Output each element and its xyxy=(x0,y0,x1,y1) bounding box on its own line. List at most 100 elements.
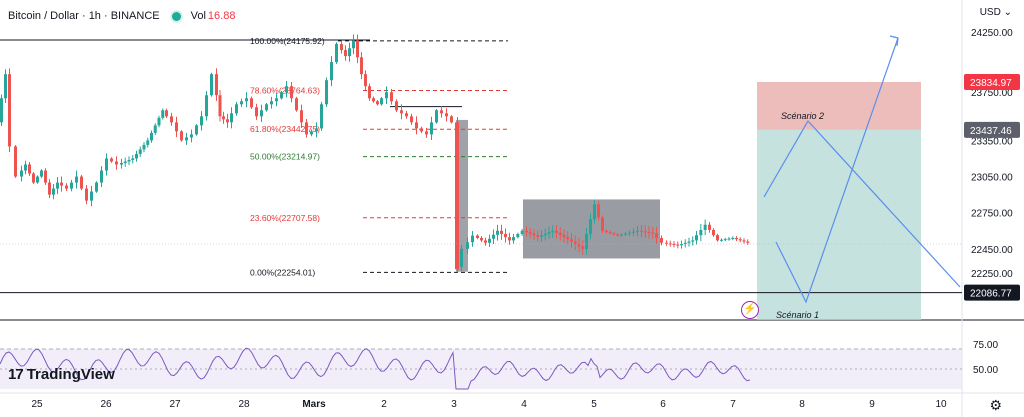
candle-body[interactable] xyxy=(735,237,738,240)
candle-body[interactable] xyxy=(651,232,655,234)
candle-body[interactable] xyxy=(508,237,511,241)
candle-body[interactable] xyxy=(672,244,676,245)
candle-body[interactable] xyxy=(153,125,157,133)
candle-body[interactable] xyxy=(597,204,600,218)
candle-body[interactable] xyxy=(123,161,127,163)
lightning-icon[interactable]: ⚡ xyxy=(741,301,759,319)
candle-body[interactable] xyxy=(500,230,503,234)
candle-body[interactable] xyxy=(115,161,118,165)
candle-body[interactable] xyxy=(36,176,39,183)
candle-body[interactable] xyxy=(445,113,448,117)
candle-body[interactable] xyxy=(150,132,153,141)
candle-body[interactable] xyxy=(492,234,495,239)
candle-body[interactable] xyxy=(405,113,408,117)
candle-body[interactable] xyxy=(0,98,3,123)
candle-body[interactable] xyxy=(138,149,142,154)
price-badge[interactable] xyxy=(964,73,1020,90)
candle-body[interactable] xyxy=(655,233,658,238)
candle-body[interactable] xyxy=(496,230,499,235)
candle-body[interactable] xyxy=(142,144,146,150)
candle-body[interactable] xyxy=(512,237,515,241)
gear-icon[interactable]: ⚙ xyxy=(989,397,1002,413)
symbol-legend[interactable]: Bitcoin / Dollar · 1h · BINANCE Vol 16.8… xyxy=(8,8,235,24)
scenario-2-path[interactable] xyxy=(763,119,961,288)
candle-body[interactable] xyxy=(536,235,540,237)
candle-body[interactable] xyxy=(161,110,165,118)
candle-body[interactable] xyxy=(605,230,608,232)
candle-body[interactable] xyxy=(558,232,562,235)
candle-body[interactable] xyxy=(48,182,51,195)
candle-body[interactable] xyxy=(660,237,663,243)
candle-body[interactable] xyxy=(24,164,27,171)
candle-body[interactable] xyxy=(532,233,536,236)
candle-body[interactable] xyxy=(222,116,225,120)
candle-body[interactable] xyxy=(255,107,258,117)
candle-body[interactable] xyxy=(738,239,742,241)
candle-body[interactable] xyxy=(727,238,731,240)
candle-body[interactable] xyxy=(440,110,443,114)
candle-body[interactable] xyxy=(265,104,268,111)
candle-body[interactable] xyxy=(372,98,375,102)
candle-body[interactable] xyxy=(230,113,233,123)
candle-body[interactable] xyxy=(335,44,338,63)
candle-body[interactable] xyxy=(435,110,438,123)
candle-body[interactable] xyxy=(190,134,193,138)
take-profit-zone[interactable] xyxy=(757,129,921,320)
candle-body[interactable] xyxy=(695,235,698,241)
candle-body[interactable] xyxy=(551,230,555,233)
candle-body[interactable] xyxy=(245,98,248,102)
candle-body[interactable] xyxy=(581,246,585,249)
candle-body[interactable] xyxy=(14,146,17,177)
candle-body[interactable] xyxy=(250,98,253,108)
candle-body[interactable] xyxy=(723,239,727,241)
candle-body[interactable] xyxy=(157,117,161,126)
candle-body[interactable] xyxy=(577,244,581,247)
candle-body[interactable] xyxy=(716,235,719,241)
candle-body[interactable] xyxy=(170,116,173,123)
candle-body[interactable] xyxy=(376,101,379,105)
candle-body[interactable] xyxy=(185,137,188,141)
candle-body[interactable] xyxy=(330,62,333,81)
candle-body[interactable] xyxy=(573,241,577,244)
price-badge[interactable] xyxy=(964,284,1020,301)
candle-body[interactable] xyxy=(450,116,453,123)
candle-body[interactable] xyxy=(691,240,695,242)
candle-body[interactable] xyxy=(520,230,524,234)
candle-body[interactable] xyxy=(275,98,278,102)
candle-body[interactable] xyxy=(285,86,288,93)
candle-body[interactable] xyxy=(295,98,298,111)
candle-body[interactable] xyxy=(8,74,11,147)
candle-body[interactable] xyxy=(636,230,639,232)
candle-body[interactable] xyxy=(687,241,691,243)
candle-body[interactable] xyxy=(344,50,347,57)
candle-body[interactable] xyxy=(562,234,566,238)
candle-body[interactable] xyxy=(504,233,507,238)
candle-body[interactable] xyxy=(395,101,398,111)
candle-body[interactable] xyxy=(305,122,308,135)
candle-body[interactable] xyxy=(708,224,711,230)
candle-body[interactable] xyxy=(742,240,746,242)
candle-body[interactable] xyxy=(632,231,635,233)
candle-body[interactable] xyxy=(460,248,463,267)
candle-body[interactable] xyxy=(484,240,487,243)
price-badge[interactable] xyxy=(964,121,1020,138)
candle-body[interactable] xyxy=(480,237,483,241)
candle-body[interactable] xyxy=(430,122,433,135)
candle-body[interactable] xyxy=(65,185,68,189)
candle-body[interactable] xyxy=(75,176,78,183)
candle-body[interactable] xyxy=(712,229,715,236)
candle-body[interactable] xyxy=(425,131,428,135)
candle-body[interactable] xyxy=(471,235,474,243)
candle-body[interactable] xyxy=(360,57,363,75)
candle-body[interactable] xyxy=(131,158,135,160)
drop-candle[interactable] xyxy=(455,122,459,270)
candle-body[interactable] xyxy=(410,116,413,123)
candle-body[interactable] xyxy=(608,231,612,234)
candle-body[interactable] xyxy=(703,224,707,230)
candle-body[interactable] xyxy=(589,219,592,234)
candle-body[interactable] xyxy=(390,92,393,102)
candle-body[interactable] xyxy=(215,74,218,96)
candle-body[interactable] xyxy=(555,230,558,233)
candle-body[interactable] xyxy=(683,242,687,244)
